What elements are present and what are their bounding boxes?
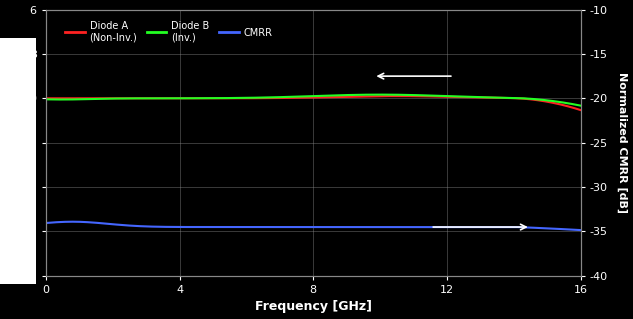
Legend: Diode A
(Non-Inv.), Diode B
(Inv.), CMRR: Diode A (Non-Inv.), Diode B (Inv.), CMRR: [61, 17, 277, 47]
X-axis label: Frequency [GHz]: Frequency [GHz]: [255, 300, 372, 314]
Y-axis label: RF Response [dB]: RF Response [dB]: [6, 87, 16, 198]
Y-axis label: Normalized CMRR [dB]: Normalized CMRR [dB]: [617, 72, 627, 213]
